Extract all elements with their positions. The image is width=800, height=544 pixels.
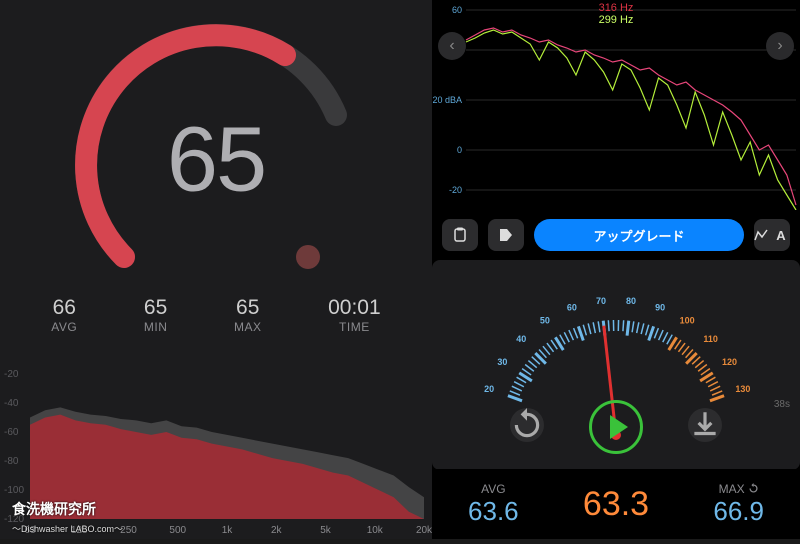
- svg-text:20: 20: [484, 384, 494, 394]
- svg-text:2k: 2k: [271, 525, 283, 536]
- weighting-button[interactable]: A: [754, 219, 790, 251]
- svg-text:500: 500: [169, 525, 186, 536]
- left-panel: 65 66 AVG 65 MIN 65 MAX 00:01 TIME -20 -4…: [0, 0, 432, 539]
- svg-text:80: 80: [626, 296, 636, 306]
- bottom-avg-value: 63.6: [468, 496, 519, 527]
- toolbar: アップグレード A: [432, 214, 800, 256]
- svg-text:10k: 10k: [367, 525, 384, 536]
- svg-text:0: 0: [457, 145, 462, 155]
- stat-label: AVG: [51, 320, 77, 334]
- spectrum-chart: -20-40-60-80-100-120631252505001k2k5k10k…: [0, 370, 432, 539]
- svg-text:30: 30: [497, 357, 507, 367]
- svg-text:-100: -100: [4, 485, 24, 496]
- peak-labels: 316 Hz 299 Hz: [599, 2, 634, 26]
- watermark-title: 食洗機研究所: [12, 501, 96, 517]
- svg-text:90: 90: [655, 302, 665, 312]
- right-panel: 60 40 20 dBA 0 -20 316 Hz 299 Hz ‹ › アップグレード…: [432, 0, 800, 539]
- bottom-stats: AVG 63.6 63.3 MAX 66.9: [432, 469, 800, 539]
- svg-text:50: 50: [540, 315, 550, 325]
- peak-freq-2: 299 Hz: [599, 14, 634, 26]
- play-button[interactable]: [589, 400, 643, 454]
- rta-next-button[interactable]: ›: [766, 32, 794, 60]
- svg-text:-20: -20: [4, 370, 19, 380]
- svg-text:20k: 20k: [416, 525, 432, 536]
- bottom-max: MAX 66.9: [677, 469, 800, 539]
- reset-icon: [748, 483, 759, 494]
- stat-avg: 66 AVG: [51, 296, 77, 346]
- tag-button[interactable]: [488, 219, 524, 251]
- bottom-avg-label: AVG: [481, 482, 505, 496]
- stat-value: 66: [51, 296, 77, 320]
- stat-time: 00:01 TIME: [328, 296, 381, 346]
- spl-gauge: 65: [0, 0, 432, 330]
- svg-text:130: 130: [735, 384, 750, 394]
- watermark-sub: ～Dishwasher LABO.com～: [12, 524, 123, 534]
- analog-meter: 20 30 40 50 60 70 80 90 100 110 120 130 38s: [432, 260, 800, 470]
- svg-text:120: 120: [722, 357, 737, 367]
- svg-text:-20: -20: [449, 185, 462, 195]
- stat-max: 65 MAX: [234, 296, 262, 346]
- svg-text:-60: -60: [4, 427, 19, 438]
- play-icon: [610, 415, 628, 439]
- svg-text:20 dBA: 20 dBA: [432, 95, 462, 105]
- bottom-current: 63.3: [555, 469, 678, 539]
- svg-text:-40: -40: [4, 398, 19, 409]
- svg-text:60: 60: [452, 5, 462, 15]
- save-button[interactable]: [688, 408, 722, 442]
- stat-value: 65: [234, 296, 262, 320]
- stat-label: MIN: [144, 320, 168, 334]
- reset-button[interactable]: [510, 408, 544, 442]
- bottom-max-value: 66.9: [713, 496, 764, 527]
- svg-text:5k: 5k: [320, 525, 332, 536]
- svg-text:1k: 1k: [222, 525, 234, 536]
- bottom-current-value: 63.3: [583, 485, 649, 524]
- gauge-value: 65: [167, 107, 265, 212]
- stat-min: 65 MIN: [144, 296, 168, 346]
- stat-label: TIME: [328, 320, 381, 334]
- bottom-avg: AVG 63.6: [432, 469, 555, 539]
- rta-prev-button[interactable]: ‹: [438, 32, 466, 60]
- rta-chart: 604020 dBA0-20 316 Hz 299 Hz ‹ ›: [432, 0, 800, 210]
- svg-text:110: 110: [703, 334, 718, 344]
- bottom-max-label: MAX: [719, 482, 759, 496]
- analog-timer: 38s: [774, 399, 790, 410]
- svg-text:60: 60: [567, 302, 577, 312]
- svg-text:100: 100: [680, 315, 695, 325]
- stat-value: 65: [144, 296, 168, 320]
- stat-value: 00:01: [328, 296, 381, 320]
- stat-label: MAX: [234, 320, 262, 334]
- upgrade-button[interactable]: アップグレード: [534, 219, 744, 251]
- svg-text:70: 70: [596, 296, 606, 306]
- clipboard-button[interactable]: [442, 219, 478, 251]
- svg-text:-80: -80: [4, 456, 19, 467]
- bottom-max-label-text: MAX: [719, 482, 745, 496]
- stats-row: 66 AVG 65 MIN 65 MAX 00:01 TIME: [0, 296, 432, 346]
- svg-text:40: 40: [516, 334, 526, 344]
- weighting-label: A: [772, 228, 789, 243]
- watermark: 食洗機研究所 ～Dishwasher LABO.com～: [12, 499, 123, 535]
- peak-freq-1: 316 Hz: [599, 2, 634, 14]
